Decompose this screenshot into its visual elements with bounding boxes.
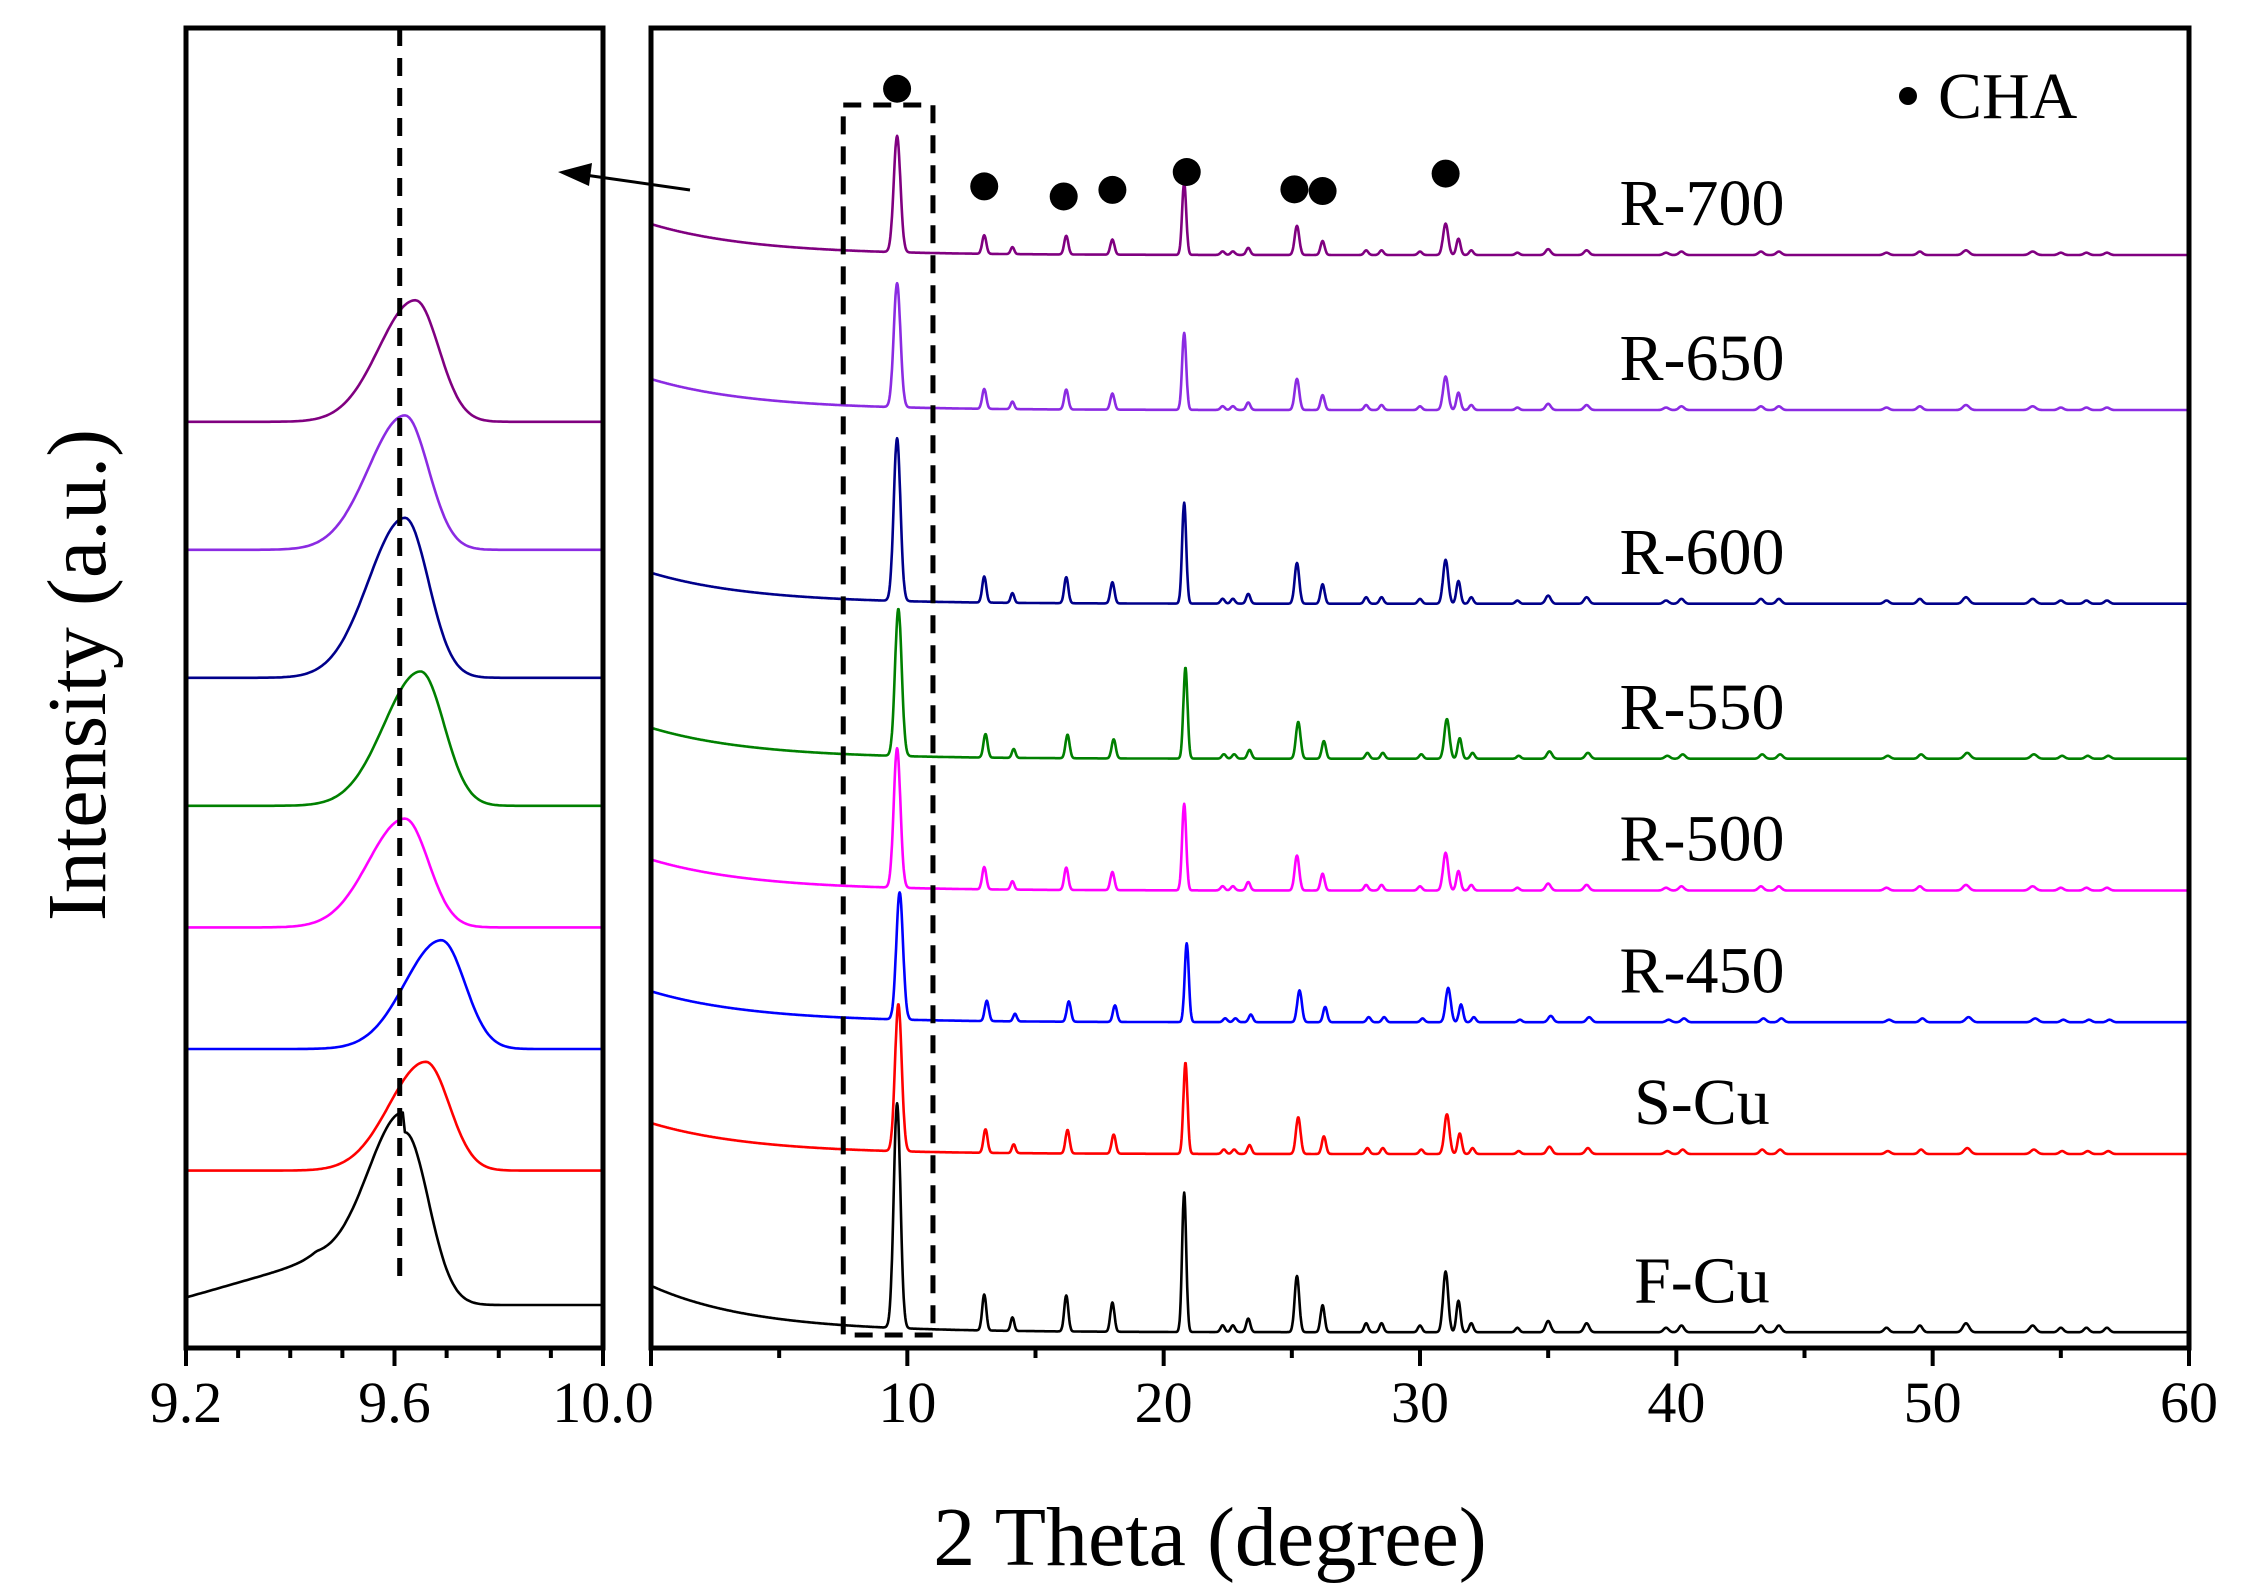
zoom-arrow xyxy=(558,163,691,192)
cha-marker xyxy=(1098,175,1127,204)
main-tick-label: 60 xyxy=(2160,1370,2218,1435)
inset-series-r-500 xyxy=(186,817,603,929)
cha-marker xyxy=(970,172,999,201)
main-x-ticks xyxy=(649,1348,2191,1366)
main-series-r-450 xyxy=(650,891,2190,1024)
main-tick-label: 30 xyxy=(1391,1370,1449,1435)
zoom-box xyxy=(840,102,936,1338)
series-label-f-cu: F-Cu xyxy=(1634,1244,1770,1317)
inset-frame xyxy=(183,25,606,1351)
cha-marker xyxy=(1431,159,1460,188)
inset-tick-label: 9.6 xyxy=(358,1370,431,1435)
inset-series-r-450 xyxy=(186,938,603,1051)
series-labels: R-700 R-650 R-600 R-550 R-500 R-450 S-Cu F-Cu xyxy=(1619,167,1784,1317)
main-series-r-500 xyxy=(650,746,2190,892)
inset-series-s-cu xyxy=(186,1060,603,1172)
inset-x-ticks xyxy=(184,1348,605,1366)
inset-traces xyxy=(185,298,603,1307)
series-label-r-700: R-700 xyxy=(1619,167,1784,240)
legend: CHA xyxy=(1899,60,2078,133)
main-tick-label: 10 xyxy=(878,1370,936,1435)
x-axis-title: 2 Theta (degree) xyxy=(933,1491,1486,1584)
main-series-r-600 xyxy=(650,436,2190,605)
series-label-r-550: R-550 xyxy=(1619,671,1784,744)
inset-series-r-550 xyxy=(186,670,603,808)
legend-label: CHA xyxy=(1938,60,2078,133)
series-label-r-500: R-500 xyxy=(1619,803,1784,876)
main-series-s-cu xyxy=(650,1003,2190,1156)
main-series-r-550 xyxy=(650,607,2190,760)
inset-panel: 9.2 9.6 10.0 xyxy=(150,25,654,1435)
series-label-r-600: R-600 xyxy=(1619,516,1784,589)
main-series-r-700 xyxy=(650,134,2190,257)
cha-marker xyxy=(1308,177,1337,206)
inset-series-r-600 xyxy=(186,516,603,680)
inset-tick-label: 9.2 xyxy=(150,1370,223,1435)
main-traces xyxy=(650,134,2190,1334)
cha-markers xyxy=(883,74,1460,211)
cha-marker xyxy=(1172,158,1201,187)
main-tick-label: 40 xyxy=(1647,1370,1705,1435)
main-series-f-cu xyxy=(650,1102,2190,1334)
main-tick-label: 50 xyxy=(1904,1370,1962,1435)
main-tick-label: 20 xyxy=(1135,1370,1193,1435)
main-series-r-650 xyxy=(650,281,2190,412)
inset-series-f-cu xyxy=(185,1111,603,1307)
legend-marker xyxy=(1899,87,1917,105)
y-axis-title: Intensity (a.u.) xyxy=(31,429,124,921)
inset-series-r-700 xyxy=(186,298,603,424)
cha-marker xyxy=(1280,175,1309,204)
cha-marker xyxy=(1049,182,1078,211)
inset-tick-label: 10.0 xyxy=(552,1370,654,1435)
inset-x-tick-labels: 9.2 9.6 10.0 xyxy=(150,1370,654,1435)
series-label-r-650: R-650 xyxy=(1619,322,1784,395)
series-label-r-450: R-450 xyxy=(1619,934,1784,1007)
main-x-tick-labels: 10 20 30 40 50 60 xyxy=(878,1370,2218,1435)
cha-marker xyxy=(883,74,912,103)
main-panel: R-700 R-650 R-600 R-550 R-500 R-450 S-Cu F-Cu 1… xyxy=(648,25,2218,1435)
inset-series-r-650 xyxy=(186,414,603,552)
series-label-s-cu: S-Cu xyxy=(1634,1066,1770,1139)
